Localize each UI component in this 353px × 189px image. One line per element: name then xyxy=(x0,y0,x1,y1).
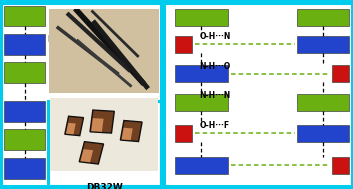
Bar xyxy=(91,118,104,132)
Text: O-H···F: O-H···F xyxy=(199,121,229,130)
Bar xyxy=(48,101,161,186)
Bar xyxy=(90,110,114,133)
Bar xyxy=(4,6,45,26)
Bar xyxy=(175,9,228,26)
Bar xyxy=(1,3,161,186)
Bar xyxy=(175,157,228,174)
Bar xyxy=(332,157,349,174)
Bar xyxy=(121,128,133,140)
Bar xyxy=(4,34,45,55)
Text: N-H···N: N-H···N xyxy=(48,35,79,44)
Bar xyxy=(175,36,192,53)
Bar xyxy=(164,3,352,186)
Bar xyxy=(4,129,45,150)
Bar xyxy=(175,65,228,82)
Bar xyxy=(66,123,76,134)
Bar xyxy=(79,142,103,164)
Bar xyxy=(65,116,84,136)
Bar xyxy=(80,149,93,162)
Bar xyxy=(4,62,45,83)
Bar xyxy=(120,121,142,142)
Bar xyxy=(175,125,192,142)
Text: N-H···O: N-H···O xyxy=(199,62,231,71)
Bar xyxy=(297,94,349,111)
Text: N-H···N: N-H···N xyxy=(199,91,231,100)
Bar xyxy=(332,65,349,82)
Bar xyxy=(297,36,349,53)
Text: DB32W: DB32W xyxy=(86,183,123,189)
Bar xyxy=(297,125,349,142)
Bar xyxy=(297,9,349,26)
Bar xyxy=(4,101,45,122)
Text: O-H···N: O-H···N xyxy=(199,32,231,41)
Bar xyxy=(1,3,161,186)
Bar xyxy=(175,94,228,111)
Bar xyxy=(164,3,352,186)
Text: DB32: DB32 xyxy=(91,104,118,112)
Bar xyxy=(4,158,45,179)
